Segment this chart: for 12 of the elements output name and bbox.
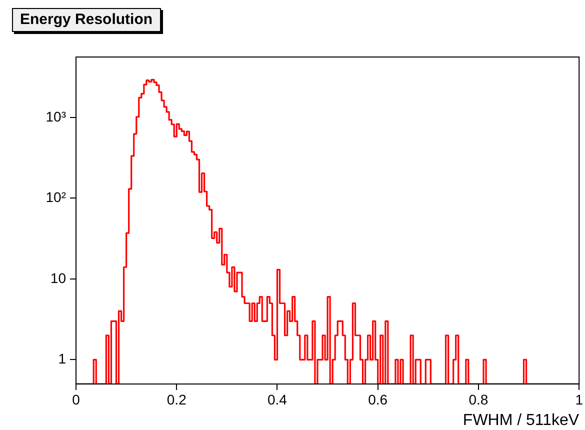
x-tick-label: 1 (575, 391, 584, 408)
y-tick-label: 10³ (46, 108, 66, 124)
y-tick-label: 1 (58, 350, 66, 367)
x-axis-title: FWHM / 511keV (462, 412, 580, 429)
chart-title: Energy Resolution (12, 8, 161, 32)
x-tick-label: 0.6 (368, 391, 388, 408)
x-tick-label: 0.8 (468, 391, 488, 408)
x-tick-label: 0 (72, 391, 80, 408)
y-tick-label: 10² (46, 189, 66, 206)
y-tick-label: 10 (50, 270, 66, 286)
x-tick-label: 0.4 (268, 391, 288, 408)
x-tick-label: 0.2 (166, 391, 187, 408)
